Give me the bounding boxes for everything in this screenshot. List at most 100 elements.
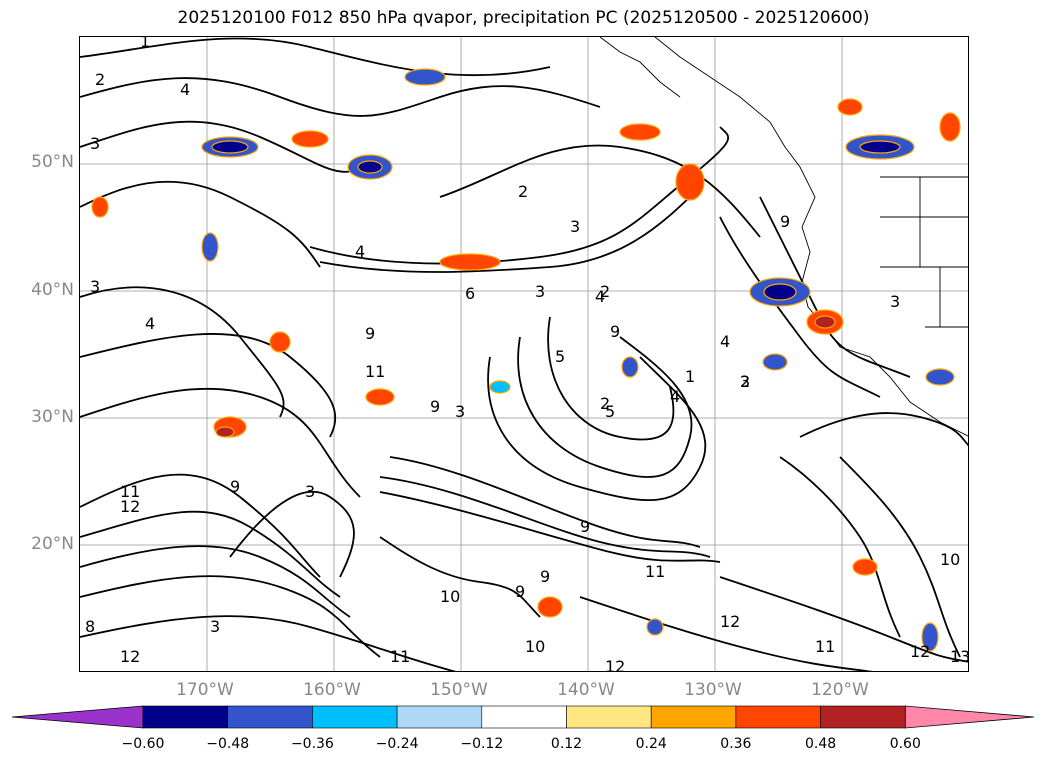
precip-blob [357,160,383,174]
contour-label: 3 [890,292,900,311]
lat-label-50n: 50°N [31,152,74,172]
contour-label: 2 [518,182,528,201]
precip-blob [619,123,661,141]
precip-blob [291,130,329,148]
alaska-coast [599,37,681,98]
precip-blob [269,331,291,353]
colorbar-segment [820,705,906,729]
precip-blob [211,140,249,154]
contour-label: 11 [645,562,665,581]
qvapor-contour-line [799,412,968,447]
contour-label: 12 [120,497,140,516]
contour-label: 3 [305,482,315,501]
contour-label: 4 [670,387,680,406]
qvapor-contour-line [547,316,675,441]
contour-label: 9 [780,212,790,231]
contour-label: 5 [605,402,615,421]
contour-label: 2 [740,372,750,391]
qvapor-contour-line [379,476,711,558]
contour-label: 9 [365,324,375,343]
precip-blob [439,253,501,271]
colorbar-tick-label: 0.24 [635,736,667,752]
colorbar-extend-high [904,705,1035,729]
contour-label: 4 [180,80,190,99]
contour-label: 4 [595,287,605,306]
precip-blob [201,232,219,262]
qvapor-contours [80,37,968,671]
qvapor-contour-line [517,336,693,478]
lon-label-150w: 150°W [430,680,488,700]
contour-label: 2 [600,394,610,413]
contour-label: 11 [365,362,385,381]
contour-label: 3 [455,402,465,421]
qvapor-contour-line [80,387,361,498]
north-america-coast [654,37,968,437]
contour-label: 12 [720,612,740,631]
precip-blob [489,380,511,394]
lat-label-40n: 40°N [31,280,74,300]
qvapor-contour-line [719,576,968,663]
qvapor-contour-line [779,456,901,638]
qvapor-contour-line [80,575,381,658]
contour-label: 9 [515,582,525,601]
precip-blob [762,353,788,371]
colorbar-tick-label: −0.60 [121,736,165,752]
colorbar-segment [396,705,483,729]
qvapor-contour-line [80,180,321,268]
lat-label-30n: 30°N [31,407,74,427]
precip-blob [925,368,955,386]
colorbar-tick-label: −0.36 [290,736,334,752]
contour-label: 9 [580,517,590,536]
qvapor-contour-line [80,333,337,438]
qvapor-contour-line [80,37,551,77]
contour-label: 6 [465,284,475,303]
colorbar-tick-label: −0.12 [460,736,504,752]
contour-label: 4 [145,314,155,333]
contour-label: 10 [440,587,460,606]
precip-blob [814,315,836,329]
qvapor-contour-line [579,596,873,671]
precip-blob [365,388,395,406]
lon-label-170w: 170°W [176,680,234,700]
precip-blob [859,140,901,154]
contour-label: 12 [910,642,930,661]
contour-label: 9 [230,477,240,496]
contour-label: 2 [95,70,105,89]
precip-blob [404,68,446,86]
qvapor-contour-line [80,120,381,173]
map-panel[interactable]: 1 2 3 4 3 4 2 3 4 2 3 4 6 9 11 9 5 9 3 4 5 2 1 3 4 11 12 9 3 9 11 12 3 10… [79,36,969,672]
contour-label: 10 [940,550,960,569]
contour-label: 1 [685,367,695,386]
precip-blob [91,196,109,218]
contour-label: 3 [90,277,100,296]
precip-blob [837,98,863,116]
colorbar-segment [566,705,652,729]
qvapor-contour-line [309,126,730,265]
precip-blob [921,622,939,652]
precip-pc-shading [91,68,961,652]
lon-label-120w: 120°W [811,680,869,700]
qvapor-contour-line [487,356,707,501]
qvapor-contour-line [80,473,321,578]
coastline-outline [599,37,968,437]
contour-label: 9 [610,322,620,341]
qvapor-contour-line [439,144,761,238]
qvapor-contour-line [80,286,285,418]
qvapor-contour-line [379,536,541,618]
qvapor-contour-line [229,490,355,578]
qvapor-contour-line [379,491,721,563]
precip-blob [215,426,235,438]
colorbar-segment [227,705,313,729]
qvapor-contour-line [319,186,701,273]
precip-blob [537,596,563,618]
colorbar-segment [735,705,821,729]
contour-label: 12 [120,647,140,666]
us-state-lines [880,177,968,328]
lat-label-20n: 20°N [31,534,74,554]
lon-label-140w: 140°W [557,680,615,700]
contour-label: 4 [355,242,365,261]
contour-label: 11 [815,637,835,656]
contour-label: 4 [720,332,730,351]
precip-blob [939,112,961,142]
